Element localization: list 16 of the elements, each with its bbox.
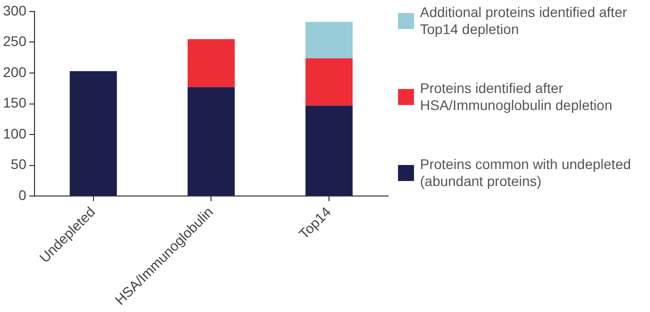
y-tick-label: 150 xyxy=(3,94,27,111)
bar xyxy=(70,71,117,196)
legend-label: Proteins common with undepleted (abundant proteins) xyxy=(420,156,632,190)
bar xyxy=(305,106,353,196)
legend-label: Proteins identified after HSA/Immunoglobulin depletion xyxy=(420,80,614,114)
y-tick-label: 50 xyxy=(10,156,27,172)
legend-label: Additional proteins identified after Top14 depletion xyxy=(420,4,628,38)
bar xyxy=(188,87,235,196)
bar xyxy=(305,22,353,58)
y-tick-label: 0 xyxy=(18,186,27,203)
bar xyxy=(305,58,353,106)
y-tick-label: 100 xyxy=(3,125,27,142)
y-tick-label: 300 xyxy=(3,2,27,18)
bar xyxy=(188,39,235,88)
y-tick-label: 250 xyxy=(3,33,27,50)
y-tick-label: 200 xyxy=(3,64,27,80)
